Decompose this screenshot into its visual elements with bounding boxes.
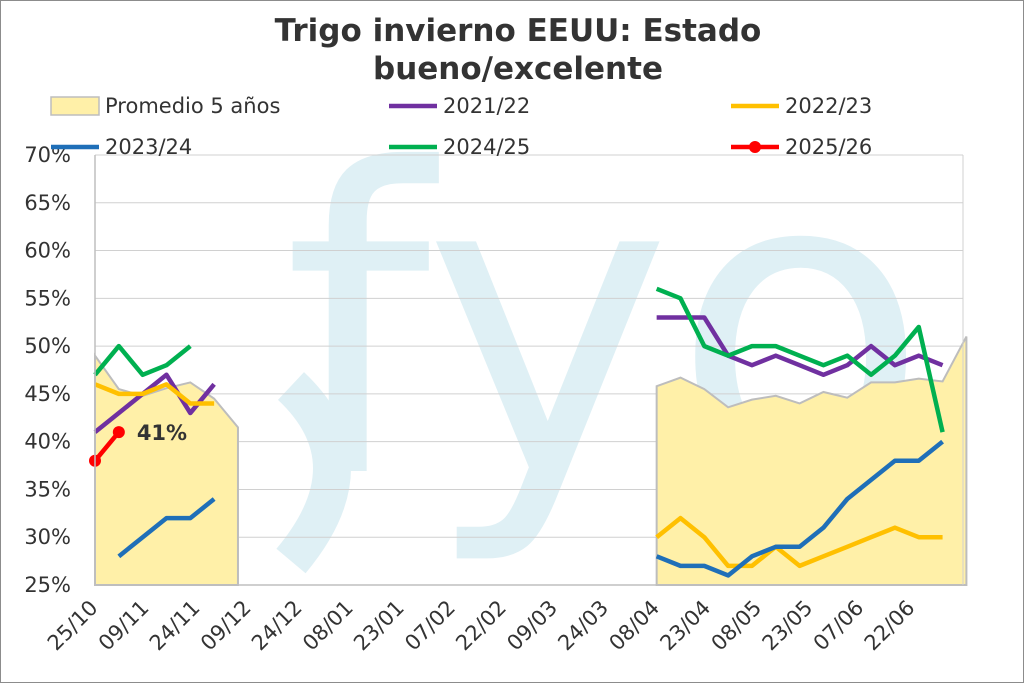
x-tick-label: 08/01 [298,596,358,656]
x-tick-label: 08/04 [604,596,664,656]
y-tick-label: 50% [24,334,71,358]
y-tick-label: 35% [24,477,71,501]
x-tick-label: 24/12 [247,596,307,656]
y-tick-label: 40% [24,430,71,454]
y-tick-label: 65% [24,191,71,215]
chart-title: Trigo invierno EEUU: Estadobueno/excelen… [275,13,762,87]
x-tick-label: 24/11 [145,596,205,656]
x-tick-label: 22/06 [860,596,920,656]
y-tick-label: 25% [24,573,71,597]
legend: Promedio 5 años 2021/22 2022/23 2023/24 2024… [50,94,872,159]
series-line-2022-23 [655,515,943,569]
series-line-2025-26 [93,430,121,463]
x-tick-label: 07/02 [400,596,460,656]
x-tick-label: 22/02 [451,596,511,656]
legend-label-2022-23: 2022/23 [785,94,872,118]
series-line-2024-25 [93,343,192,378]
y-tick-label: 55% [24,286,71,310]
legend-label-Promedio-5-a-os: Promedio 5 años [105,94,280,118]
y-tick-label: 45% [24,382,71,406]
title-line: bueno/excelente [373,51,663,87]
x-tick-label: 09/12 [196,596,256,656]
area-promedio-5-anos [655,336,968,586]
series-point-2025-26 [112,426,125,439]
axes [94,155,964,586]
x-tick-label: 24/03 [553,596,613,656]
x-tick-label: 25/10 [43,596,103,656]
x-tick-label: 23/05 [758,596,818,656]
x-tick-label: 07/06 [809,596,869,656]
x-tick-label: 08/05 [707,596,767,656]
x-tick-label: 23/01 [349,596,409,656]
series-line-2023-24 [655,439,944,578]
y-tick-labels: 70%65%60%55%50%45%40%35%30%25% [24,143,71,597]
legend-marker-2025-26 [749,141,761,153]
annotations: 41% [137,421,187,445]
legend-swatch-area [50,96,100,116]
area-promedio-5-anos [94,352,239,586]
x-tick-label: 23/04 [655,596,715,656]
title-line: Trigo invierno EEUU: Estado [275,13,762,49]
legend-label-2021-22: 2021/22 [443,94,530,118]
area-series-layer [94,336,968,586]
legend-label-2025-26: 2025/26 [785,135,872,159]
series-line-2021-22 [656,315,944,378]
y-tick-label: 30% [24,525,71,549]
x-tick-label: 09/03 [502,596,562,656]
y-tick-label: 60% [24,239,71,263]
line-series-layer [89,286,945,578]
x-tick-labels: 25/1009/1124/1109/1224/1208/0123/0107/02… [43,596,920,656]
data-label: 41% [137,421,187,445]
series-line-2024-25 [655,286,945,433]
series-line-2021-22 [93,372,216,434]
legend-label-2023-24: 2023/24 [105,135,192,159]
series-line-2023-24 [117,497,216,559]
legend-label-2024-25: 2024/25 [443,135,530,159]
x-tick-label: 09/11 [94,596,154,656]
series-line-2022-23 [94,382,215,406]
